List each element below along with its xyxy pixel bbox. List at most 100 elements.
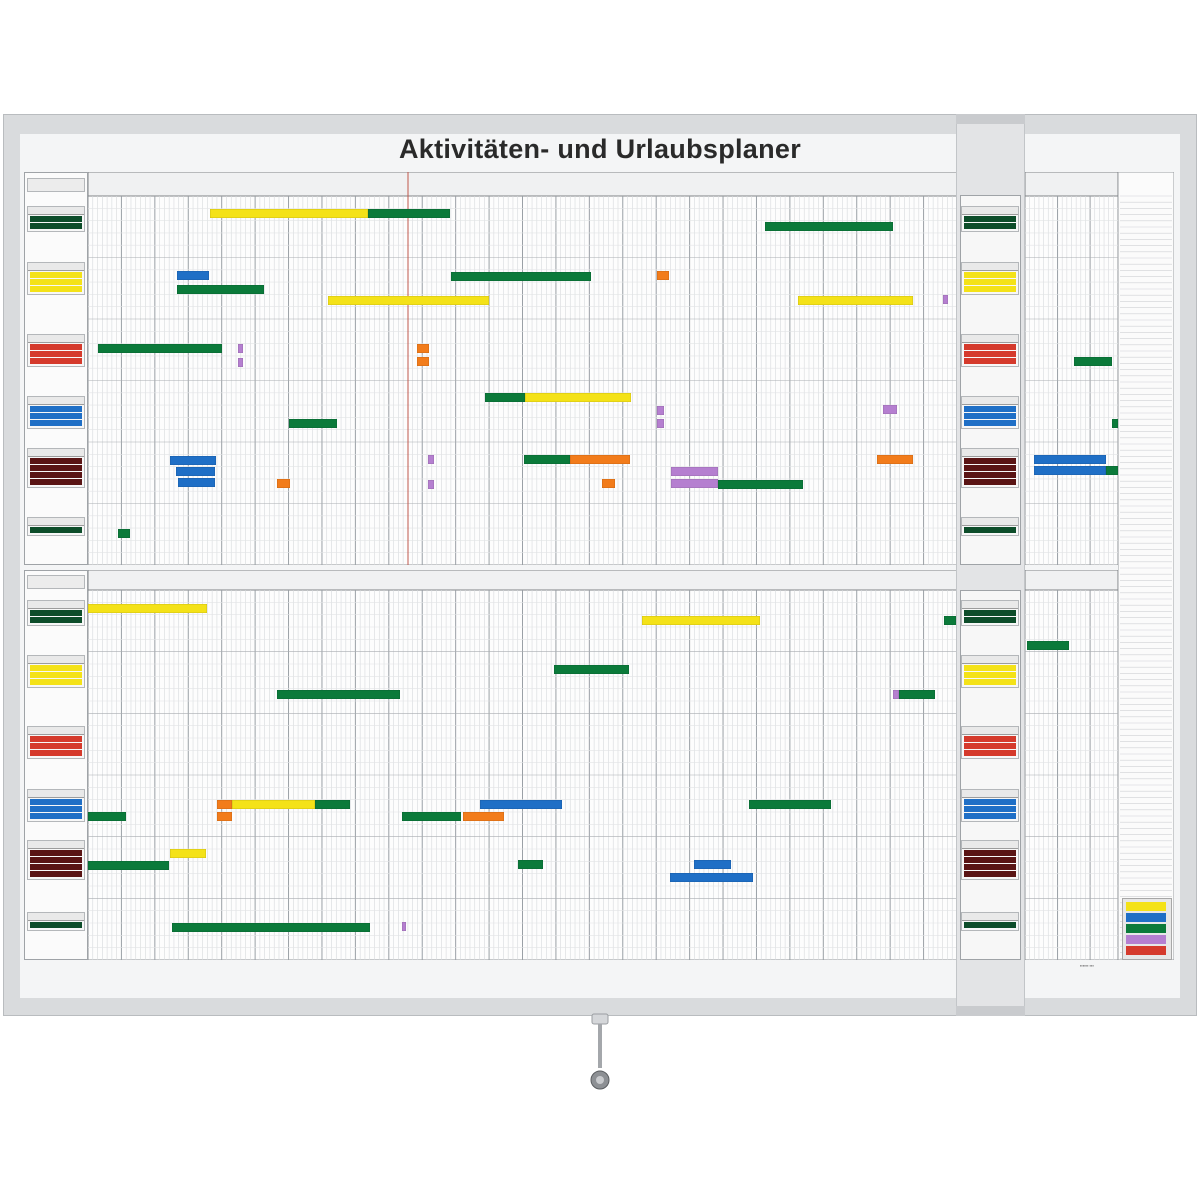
planning-bar-purple[interactable] [893,690,899,699]
planning-bar-green[interactable] [118,529,130,538]
planning-bar-yellow[interactable] [328,296,489,305]
planning-bar-blue[interactable] [1034,466,1106,475]
key-color-stripe [1126,946,1166,955]
notes-column [1118,172,1174,960]
planning-bar-green[interactable] [554,665,629,674]
planning-bar-yellow[interactable] [642,616,760,625]
planning-bar-orange[interactable] [217,812,232,821]
planning-bar-blue[interactable] [178,478,215,487]
planning-bar-green[interactable] [485,393,525,402]
legend-group-header [962,841,1018,849]
legend-color-stripe [964,806,1016,812]
planning-bar-yellow[interactable] [210,209,368,218]
planning-bar-yellow[interactable] [88,604,207,613]
planning-bar-green[interactable] [749,800,831,809]
planning-bar-orange[interactable] [277,479,290,488]
planning-bar-green[interactable] [1074,357,1112,366]
planning-bar-blue[interactable] [694,860,731,869]
legend-color-stripe [30,286,82,292]
legend-color-stripe [30,850,82,856]
planning-bar-green[interactable] [368,209,450,218]
legend-group-header [962,656,1018,664]
planning-bar-green[interactable] [944,616,956,625]
planning-bar-orange[interactable] [657,271,669,280]
planning-bar-purple[interactable] [943,295,948,304]
planning-bar-purple[interactable] [238,344,243,353]
planning-bar-blue[interactable] [170,456,216,465]
legend-group [27,912,85,931]
planning-bar-green[interactable] [899,690,935,699]
planning-bar-blue[interactable] [177,271,209,280]
pen-holder-icon[interactable] [582,1012,618,1092]
slider-bottom-cap [956,1006,1025,1016]
planning-bar-purple[interactable] [657,406,664,415]
planning-bar-green[interactable] [451,272,591,281]
planning-bar-blue[interactable] [176,467,215,476]
grid-header [88,172,957,197]
legend-group-header [28,656,84,664]
planning-bar-orange[interactable] [602,479,615,488]
planning-bar-yellow[interactable] [525,393,631,402]
planning-bar-purple[interactable] [428,480,434,489]
legend-color-stripe [30,617,82,623]
planning-bar-green[interactable] [718,480,803,489]
planning-bar-green[interactable] [177,285,264,294]
planning-bar-green[interactable] [765,222,893,231]
key-color-stripe [1126,913,1166,922]
legend-column-header [27,575,85,589]
planning-bar-green[interactable] [172,923,370,932]
planning-bar-blue[interactable] [1034,455,1106,464]
planning-bar-green[interactable] [402,812,461,821]
legend-color-stripe [964,850,1016,856]
planning-bar-green[interactable] [315,800,350,809]
planning-bar-purple[interactable] [883,405,897,414]
planning-bar-orange[interactable] [877,455,913,464]
planning-bar-orange[interactable] [570,455,630,464]
planning-bar-green[interactable] [88,812,126,821]
legend-color-stripe [964,406,1016,412]
legend-group-header [962,913,1018,921]
color-key-panel [1122,898,1172,960]
legend-group [27,262,85,295]
planning-bar-green[interactable] [1106,466,1118,475]
legend-group [27,517,85,536]
planning-bar-blue[interactable] [670,873,753,882]
legend-color-stripe [964,799,1016,805]
legend-group [961,448,1019,488]
planning-bar-purple[interactable] [428,455,434,464]
planning-bar-purple[interactable] [402,922,406,931]
planning-bar-purple[interactable] [671,467,718,476]
planning-bar-blue[interactable] [480,800,562,809]
legend-color-stripe [30,610,82,616]
planning-bar-orange[interactable] [217,800,232,809]
legend-color-stripe [964,413,1016,419]
planning-bar-purple[interactable] [238,358,243,367]
planning-bar-orange[interactable] [417,344,429,353]
planning-bar-orange[interactable] [417,357,429,366]
planning-bar-purple[interactable] [657,419,664,428]
planning-bar-green[interactable] [1027,641,1069,650]
planning-bar-orange[interactable] [463,812,504,821]
planning-bar-green[interactable] [88,861,169,870]
planning-bar-green[interactable] [524,455,570,464]
planning-bar-yellow[interactable] [232,800,315,809]
planning-bar-green[interactable] [98,344,222,353]
planning-bar-green[interactable] [277,690,400,699]
planning-bar-purple[interactable] [671,479,718,488]
legend-color-stripe [30,922,82,928]
planning-bar-yellow[interactable] [798,296,913,305]
planning-bar-yellow[interactable] [170,849,206,858]
legend-group-header [962,790,1018,798]
legend-group [961,396,1019,429]
legend-color-stripe [964,672,1016,678]
legend-color-stripe [964,665,1016,671]
legend-group [961,334,1019,367]
planning-bar-green[interactable] [1112,419,1118,428]
planning-bar-green[interactable] [289,419,337,428]
legend-color-stripe [30,358,82,364]
planning-bar-green[interactable] [518,860,543,869]
legend-color-stripe [30,272,82,278]
legend-column-left-bottom [24,570,88,960]
legend-group [27,726,85,759]
